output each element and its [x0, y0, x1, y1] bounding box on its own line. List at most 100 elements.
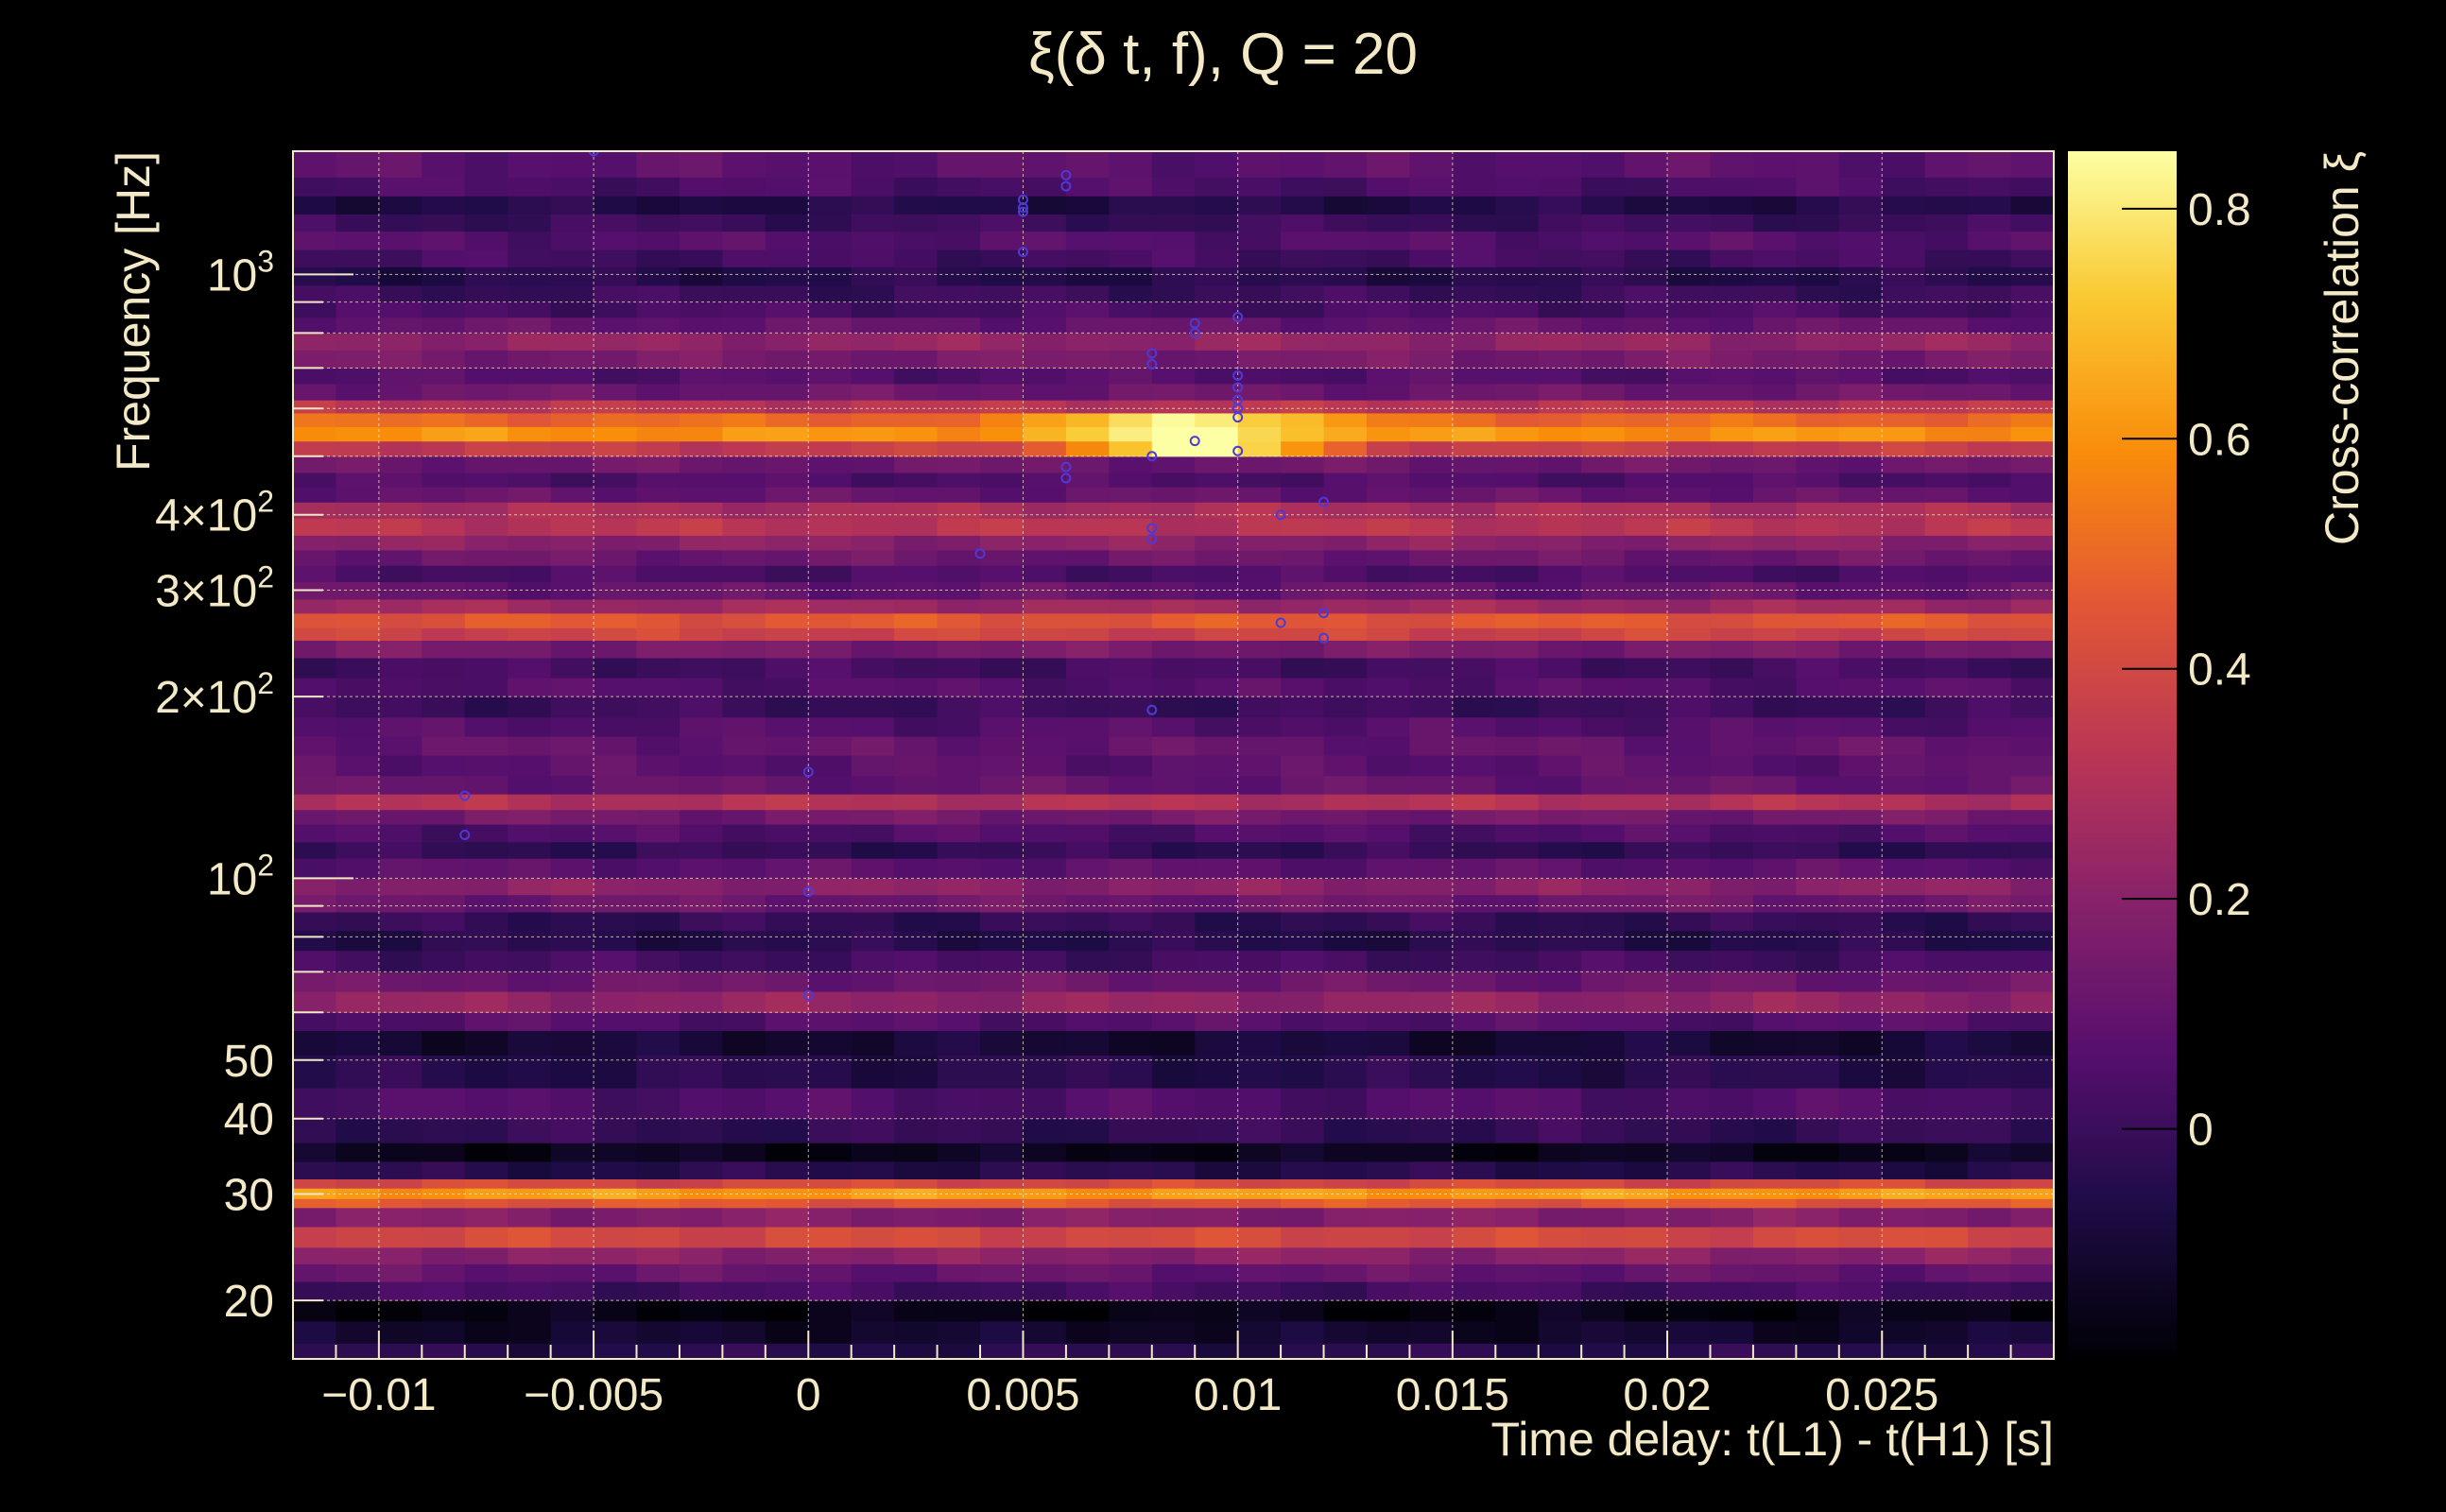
heatmap-cell: [1151, 400, 1196, 414]
heatmap-cell: [1924, 565, 1969, 583]
heatmap-cell: [1882, 1226, 1926, 1248]
heatmap-cell: [1796, 196, 1840, 215]
heatmap-cell: [894, 990, 939, 1013]
heatmap-cell: [378, 1143, 422, 1162]
heatmap-cell: [378, 755, 422, 777]
heatmap-cell: [1667, 1030, 1712, 1056]
heatmap-cell: [594, 1263, 638, 1282]
heatmap-cell: [679, 350, 723, 369]
heatmap-cell: [1924, 472, 1969, 488]
heatmap-cell: [1151, 823, 1196, 843]
heatmap-cell: [1667, 196, 1712, 215]
heatmap-cell: [636, 383, 680, 401]
heatmap-cell: [937, 177, 981, 197]
heatmap-cell: [851, 878, 895, 896]
heatmap-cell: [1968, 284, 2012, 303]
heatmap-cell: [1667, 1343, 1712, 1359]
heatmap-cell: [1838, 565, 1883, 583]
heatmap-cell: [594, 696, 638, 718]
heatmap-cell: [1968, 755, 2012, 777]
heatmap-cell: [1495, 518, 1540, 536]
heatmap-cell: [679, 990, 723, 1013]
heatmap-cell: [1151, 858, 1196, 880]
heatmap-cell: [1882, 1178, 1926, 1189]
heatmap-cell: [464, 350, 508, 369]
heatmap-cell: [1752, 1207, 1797, 1228]
heatmap-cell: [1323, 350, 1368, 369]
heatmap-cell: [464, 472, 508, 488]
heatmap-cell: [808, 1300, 853, 1322]
heatmap-cell: [1281, 1281, 1325, 1301]
heatmap-cell: [1838, 1088, 1883, 1120]
heatmap-cell: [722, 1300, 767, 1322]
heatmap-cell: [1366, 1160, 1411, 1179]
heatmap-cell: [1710, 1207, 1754, 1228]
heatmap-cell: [1109, 735, 1153, 756]
heatmap-cell: [378, 196, 422, 215]
heatmap-cell: [1752, 1263, 1797, 1282]
heatmap-cell: [1710, 535, 1754, 551]
heatmap-cell: [1195, 1320, 1239, 1344]
local-maximum-marker: [1146, 358, 1158, 369]
heatmap-cell: [894, 266, 939, 286]
heatmap-cell: [679, 518, 723, 536]
heatmap-cell: [1882, 350, 1926, 369]
colorbar: [2068, 151, 2177, 1359]
heatmap-cell: [1195, 368, 1239, 385]
heatmap-cell: [1109, 809, 1153, 825]
heatmap-cell: [1624, 1088, 1668, 1120]
heatmap-cell: [2010, 971, 2054, 992]
heatmap-cell: [851, 1160, 895, 1179]
heatmap-cell: [293, 301, 337, 318]
heatmap-cell: [808, 518, 853, 536]
local-maximum-marker: [1146, 523, 1158, 534]
heatmap-cell: [851, 440, 895, 457]
heatmap-cell: [293, 549, 337, 566]
heatmap-cell: [1882, 487, 1926, 503]
heatmap-cell: [636, 1188, 680, 1199]
plot-frame: [292, 150, 2055, 1360]
heatmap-cell: [636, 612, 680, 628]
heatmap-cell: [1495, 1188, 1540, 1199]
heatmap-cell: [1409, 809, 1454, 825]
heatmap-cell: [1281, 426, 1325, 442]
heatmap-cell: [894, 1118, 939, 1143]
colorbar-tick-label: 0.2: [2188, 875, 2251, 925]
heatmap-cell: [1495, 231, 1540, 250]
heatmap-cell: [1237, 1300, 1282, 1322]
heatmap-cell: [2010, 640, 2054, 659]
heatmap-cell: [679, 1246, 723, 1264]
heatmap-cell: [378, 1207, 422, 1228]
heatmap-cell: [1624, 1143, 1668, 1162]
heatmap-cell: [765, 678, 809, 697]
heatmap-cell: [851, 1281, 895, 1301]
heatmap-cell: [508, 1143, 552, 1162]
heatmap-cell: [636, 1281, 680, 1301]
heatmap-cell: [851, 990, 895, 1013]
heatmap-cell: [594, 1188, 638, 1199]
heatmap-cell: [722, 950, 767, 973]
heatmap-cell: [679, 333, 723, 351]
heatmap-cell: [1323, 266, 1368, 286]
heatmap-cell: [1281, 383, 1325, 401]
heatmap-cell: [1796, 716, 1840, 737]
heatmap-cell: [1752, 1012, 1797, 1031]
heatmap-cell: [1882, 151, 1926, 178]
heatmap-cell: [1667, 894, 1712, 913]
heatmap-cell: [808, 177, 853, 197]
local-maximum-marker: [1189, 436, 1200, 447]
heatmap-cell: [1495, 1143, 1540, 1162]
heatmap-cell: [550, 518, 594, 536]
heatmap-cell: [1195, 249, 1239, 267]
heatmap-cell: [1195, 1188, 1239, 1199]
heatmap-cell: [851, 151, 895, 178]
heatmap-cell: [1838, 716, 1883, 737]
heatmap-cell: [679, 1198, 723, 1209]
heatmap-cell: [1452, 775, 1496, 795]
heatmap-cell: [679, 1263, 723, 1282]
heatmap-cell: [2010, 823, 2054, 843]
heatmap-cell: [293, 775, 337, 795]
heatmap-cell: [980, 1178, 1025, 1189]
heatmap-cell: [1109, 426, 1153, 442]
heatmap-cell: [937, 1246, 981, 1264]
